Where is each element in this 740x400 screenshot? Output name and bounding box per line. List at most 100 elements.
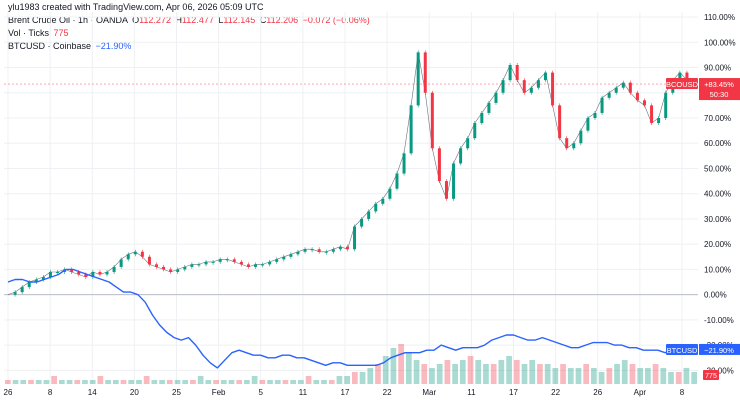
volume-bar — [282, 380, 289, 384]
volume-bar — [498, 360, 505, 384]
candle-body — [402, 153, 406, 174]
candle-body — [98, 271, 102, 275]
x-tick-label: 11 — [467, 388, 476, 397]
y-tick-label: 110.00% — [704, 13, 735, 22]
candle-body — [338, 246, 342, 250]
candle-body — [650, 105, 654, 124]
candle-body — [353, 226, 357, 250]
candle-body — [112, 266, 116, 272]
volume-bar — [128, 380, 135, 384]
candle-body — [423, 52, 427, 93]
y-tick-label: 60.00% — [704, 139, 731, 148]
volume-bar — [66, 380, 73, 384]
btc-value: −21.90% — [95, 41, 132, 51]
volume-bar — [675, 372, 682, 384]
candle-body — [657, 118, 661, 124]
candle-body — [197, 264, 201, 266]
candle-body — [381, 198, 385, 204]
candle-body — [360, 218, 364, 227]
candle-body — [487, 102, 491, 113]
candle-body — [140, 251, 144, 257]
volume-bar — [382, 356, 389, 384]
volume-bar — [35, 380, 42, 384]
candle-body — [600, 97, 604, 113]
x-tick-label: 26 — [593, 388, 602, 397]
volume-bar — [544, 364, 551, 384]
x-tick-label: 8 — [48, 388, 53, 397]
candle-body — [268, 261, 272, 265]
y-tick-label: -10.00% — [704, 316, 734, 325]
x-tick-label: 22 — [383, 388, 392, 397]
candle-body — [48, 271, 52, 277]
candle-body — [225, 259, 229, 261]
volume-bar — [51, 376, 57, 384]
candle-body — [522, 80, 526, 93]
volume-bar — [12, 380, 19, 384]
volume-bar — [313, 380, 320, 384]
candle-body — [162, 266, 166, 270]
candle-body — [572, 143, 576, 149]
btc-legend[interactable]: BTCUSD · Coinbase −21.90% — [8, 41, 131, 51]
volume-bars — [5, 344, 697, 384]
volume-bar — [529, 360, 536, 384]
btcusd-line — [7, 268, 695, 369]
open-value: 112.272 — [139, 15, 171, 25]
volume-bar — [321, 380, 327, 384]
grid — [4, 12, 698, 384]
volume-bar — [20, 380, 27, 384]
volume-bar — [506, 356, 512, 384]
x-tick-label: Feb — [212, 388, 226, 397]
y-tick-label: 30.00% — [704, 215, 731, 224]
volume-bar — [452, 364, 458, 384]
candle-body — [395, 173, 399, 189]
candle-body — [501, 80, 505, 93]
candle-body — [246, 264, 250, 267]
open-label: O — [132, 15, 140, 25]
volume-bar — [691, 372, 697, 384]
x-tick-label: 11 — [299, 388, 308, 397]
candle-body — [614, 87, 618, 93]
volume-bar — [267, 380, 273, 384]
volume-bar — [521, 364, 528, 384]
candle-body — [105, 271, 109, 275]
candle-body — [218, 259, 222, 262]
candle-body — [27, 282, 31, 288]
volume-bar — [629, 364, 636, 384]
low-value: 112.145 — [223, 15, 256, 25]
x-tick-label: 5 — [259, 388, 264, 397]
volume-bar — [290, 380, 297, 384]
volume-bar — [197, 376, 204, 384]
candle-body — [628, 82, 632, 93]
volume-bar — [421, 364, 428, 384]
x-tick-label: 14 — [88, 388, 97, 397]
symbol-name[interactable]: Brent Crude Oil · 1h · OANDA — [8, 15, 128, 25]
y-tick-label: 50.00% — [704, 164, 731, 173]
y-axis: 110.00%100.00%90.00%80.00%70.00%60.00%50… — [704, 13, 736, 375]
volume-label[interactable]: Vol · Ticks — [8, 28, 50, 38]
candle-body — [494, 92, 498, 103]
y-tick-label: 20.00% — [704, 240, 731, 249]
candle-body — [345, 246, 349, 250]
btc-value-tag — [699, 343, 740, 355]
x-tick-label: 17 — [509, 388, 518, 397]
y-tick-label: 100.00% — [704, 38, 736, 47]
volume-bar — [483, 364, 489, 384]
candle-body — [678, 72, 682, 81]
ohlc-legend[interactable]: Brent Crude Oil · 1h · OANDA O112.272 H1… — [8, 15, 370, 25]
candle-body — [529, 87, 533, 93]
btc-label[interactable]: BTCUSD · Coinbase — [8, 41, 92, 51]
candle-body — [282, 256, 286, 260]
volume-bar — [591, 368, 597, 384]
volume-bar — [436, 364, 443, 384]
candle-body — [444, 181, 448, 199]
candle-body — [91, 271, 95, 277]
candle-body — [508, 65, 512, 81]
x-tick-label: 22 — [551, 388, 560, 397]
volume-bar — [151, 380, 158, 384]
volume-bar — [5, 380, 11, 384]
candle-body — [119, 259, 123, 267]
x-tick-label: 8 — [680, 388, 685, 397]
volume-bar — [190, 380, 196, 384]
volume-legend[interactable]: Vol · Ticks 775 — [8, 28, 69, 38]
